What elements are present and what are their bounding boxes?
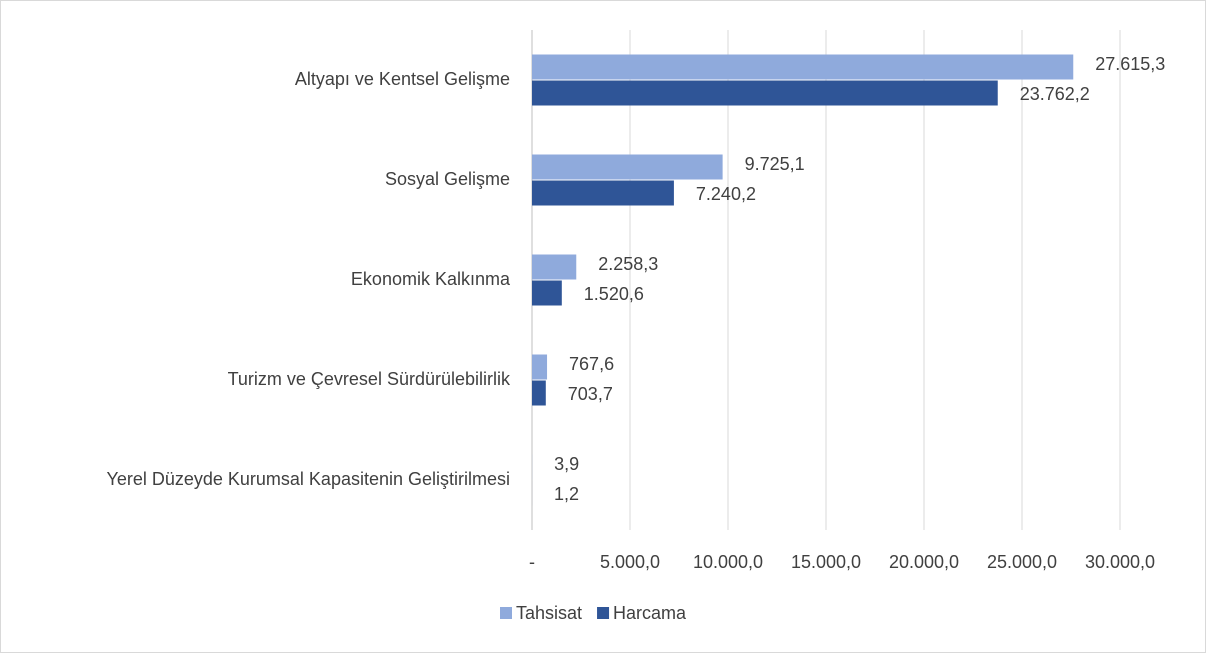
y-tick-label: Yerel Düzeyde Kurumsal Kapasitenin Geliş…: [106, 469, 510, 489]
y-tick-label: Altyapı ve Kentsel Gelişme: [295, 69, 510, 89]
bar: [532, 380, 546, 406]
x-tick-label: 30.000,0: [1085, 552, 1155, 572]
data-label: 1.520,6: [584, 284, 644, 304]
y-tick-label: Ekonomik Kalkınma: [351, 269, 511, 289]
x-tick-label: 5.000,0: [600, 552, 660, 572]
x-tick-label: -: [529, 552, 535, 572]
data-label: 3,9: [554, 454, 579, 474]
bar: [532, 280, 562, 306]
data-label: 23.762,2: [1020, 84, 1090, 104]
bar: [532, 54, 1074, 80]
legend-label: Harcama: [613, 603, 687, 623]
y-tick-label: Sosyal Gelişme: [385, 169, 510, 189]
bar: [532, 80, 998, 106]
data-label: 7.240,2: [696, 184, 756, 204]
legend-swatch: [500, 607, 512, 619]
bar: [532, 180, 674, 206]
x-tick-label: 15.000,0: [791, 552, 861, 572]
legend-swatch: [597, 607, 610, 619]
data-label: 9.725,1: [745, 154, 805, 174]
data-label: 767,6: [569, 354, 614, 374]
data-label: 1,2: [554, 484, 579, 504]
x-tick-label: 25.000,0: [987, 552, 1057, 572]
y-tick-label: Turizm ve Çevresel Sürdürülebilirlik: [228, 369, 511, 389]
x-tick-label: 10.000,0: [693, 552, 763, 572]
data-label: 27.615,3: [1095, 54, 1165, 74]
data-label: 2.258,3: [598, 254, 658, 274]
x-tick-label: 20.000,0: [889, 552, 959, 572]
bar: [532, 254, 577, 280]
bar: [532, 354, 548, 380]
bar: [532, 154, 723, 180]
data-label: 703,7: [568, 384, 613, 404]
legend-label: Tahsisat: [516, 603, 582, 623]
